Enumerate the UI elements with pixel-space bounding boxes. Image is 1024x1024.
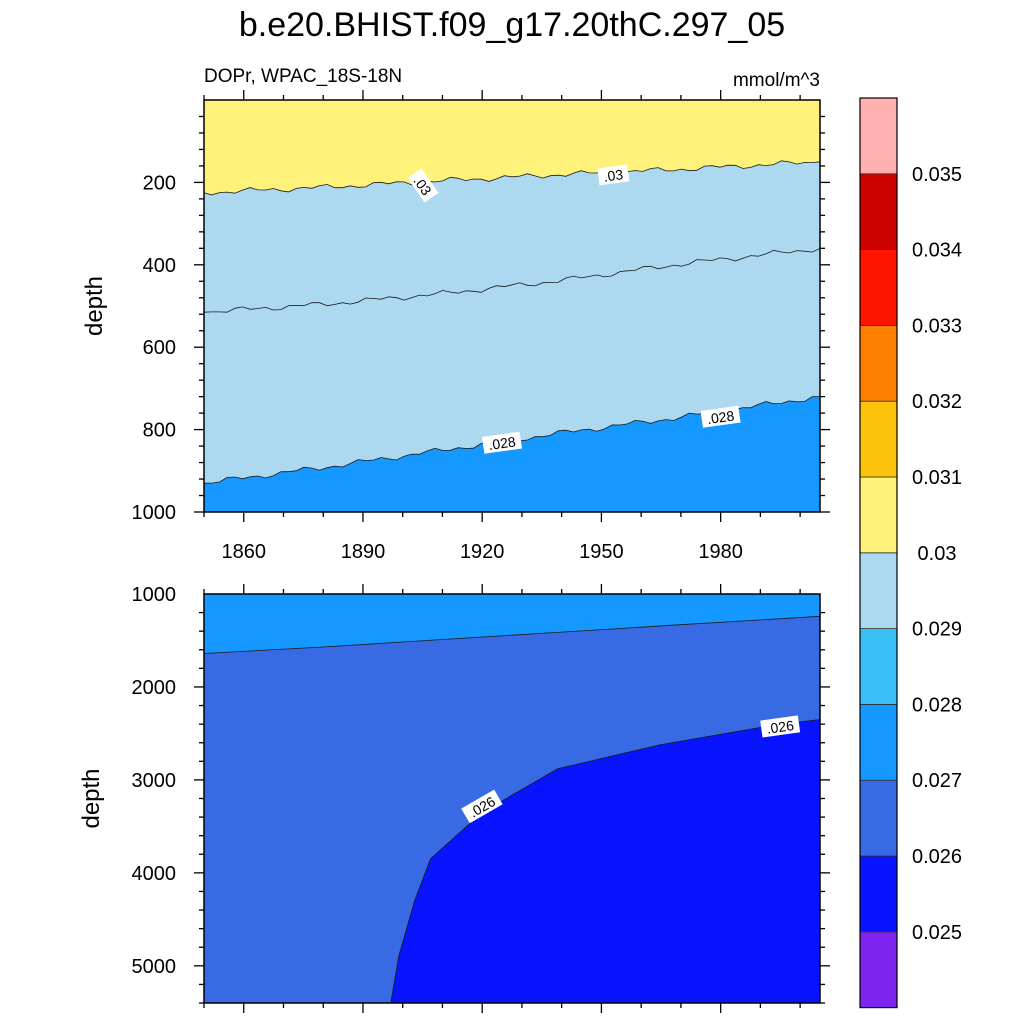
plot-frame	[203, 99, 821, 513]
y-axis-ticks	[194, 611, 830, 1004]
contour-band	[204, 396, 820, 512]
panel-subtitle-units: mmol/m^3	[733, 70, 820, 91]
figure-title: b.e20.BHIST.f09_g17.20thC.297_05	[239, 6, 785, 44]
contour-fills	[204, 594, 820, 1003]
y-tick-label: 800	[143, 420, 176, 442]
y-tick-label: 1000	[132, 502, 177, 524]
y-tick-label: 600	[143, 337, 176, 359]
contour-label-text: .03	[603, 166, 625, 185]
colorbar-label: 0.028	[912, 694, 962, 716]
panel-subtitle-left: DOPr, WPAC_18S-18N	[204, 66, 402, 87]
colorbar-swatch	[859, 324, 898, 402]
colorbar-label: 0.031	[912, 467, 962, 489]
colorbar-swatch	[859, 400, 898, 478]
contour-line	[204, 247, 820, 313]
colorbar-swatch	[859, 97, 898, 175]
colorbar-swatch	[859, 552, 898, 629]
colorbar-swatch	[859, 779, 898, 857]
colorbar-label: 0.034	[912, 240, 962, 262]
colorbar-swatch	[859, 249, 898, 326]
colorbar-swatch	[859, 855, 898, 933]
x-tick-label: 1920	[460, 541, 505, 563]
x-tick-label: 1980	[698, 541, 743, 563]
colorbar-swatch	[859, 476, 898, 554]
colorbar-label: 0.026	[912, 846, 962, 868]
x-tick-label: 1860	[221, 541, 266, 563]
y-tick-label: 200	[143, 172, 176, 194]
contour-line	[204, 160, 820, 196]
contour-fills	[204, 100, 820, 512]
colorbar-label: 0.03	[918, 543, 957, 565]
contour-label: .028	[481, 431, 522, 454]
contour-band	[390, 719, 820, 1003]
colorbar-label: 0.027	[912, 770, 962, 792]
colorbar-label: 0.029	[912, 619, 962, 641]
y-axis-ticks	[194, 115, 830, 513]
contour-label: .03	[597, 164, 630, 186]
x-axis-ticks	[203, 584, 801, 1013]
y-tick-label: 1000	[132, 584, 177, 606]
x-tick-label: 1950	[579, 541, 624, 563]
colorbar-swatch	[859, 704, 898, 781]
x-axis-ticks	[203, 90, 801, 522]
colorbar-swatch	[859, 931, 898, 1008]
y-tick-label: 2000	[132, 677, 177, 699]
y-tick-label: 5000	[132, 956, 177, 978]
y-axis-label: depth	[81, 276, 108, 336]
colorbar-label: 0.032	[912, 391, 962, 413]
y-axis-label: depth	[78, 768, 105, 828]
colorbar-frame	[859, 97, 898, 1009]
colorbar-label: 0.035	[912, 164, 962, 186]
x-tick-label: 1890	[341, 541, 386, 563]
contour-label: .026	[760, 715, 801, 738]
y-tick-label: 400	[143, 255, 176, 277]
colorbar-swatch	[859, 628, 898, 705]
colorbar-label: 0.033	[912, 315, 962, 337]
contour-label-text: .026	[766, 717, 795, 737]
colorbar-swatch	[859, 173, 898, 251]
contour-label-text: .028	[706, 407, 735, 427]
colorbar: 0.025 0.026 0.027 0.028 0.029 0.03 0.031 0.032 0…	[859, 97, 962, 1009]
y-tick-label: 4000	[132, 863, 177, 885]
contour-label-text: .028	[487, 433, 516, 453]
y-tick-label: 3000	[132, 770, 177, 792]
contour-line	[204, 615, 820, 654]
contour-label: .028	[700, 405, 741, 428]
colorbar-label: 0.025	[912, 922, 962, 944]
